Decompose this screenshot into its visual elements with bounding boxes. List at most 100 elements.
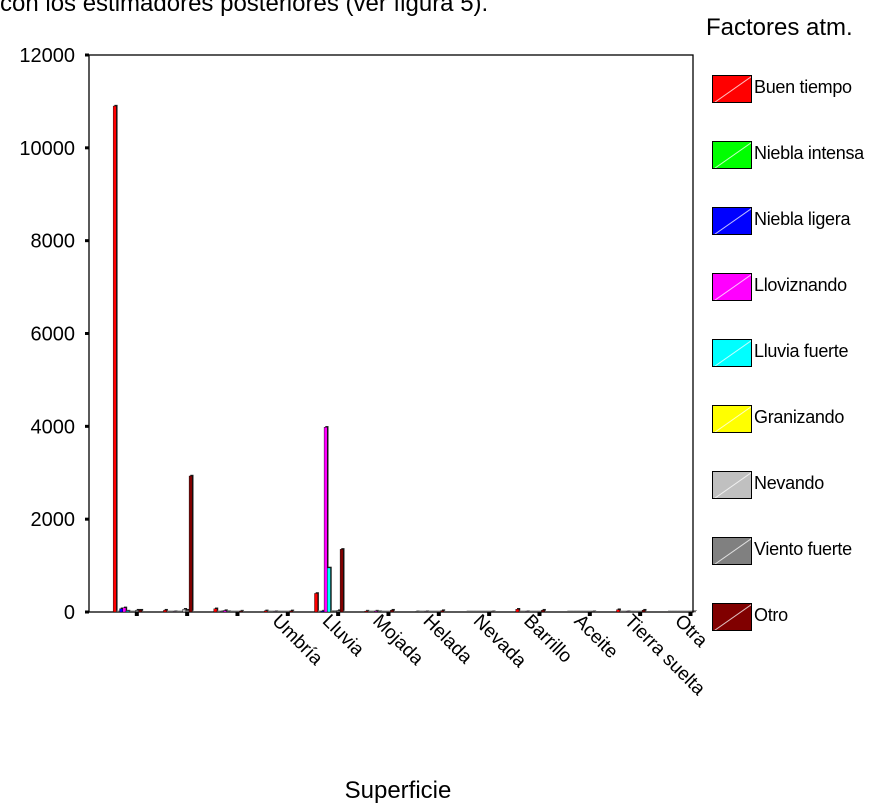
bar [339, 548, 345, 613]
legend-label: Nevando [754, 473, 824, 493]
bar-shadow [322, 609, 326, 611]
bar [364, 609, 370, 613]
legend-swatch [712, 603, 752, 631]
y-tick-label: 6000 [31, 324, 76, 346]
bar-fill [336, 610, 341, 613]
bar-shadow [139, 608, 144, 611]
legend-label: Niebla intensa [754, 143, 864, 163]
x-tick-mark [336, 612, 341, 616]
x-tick-mark [688, 612, 693, 616]
legend-label: Otro [754, 605, 788, 625]
legend-label: Lluvia fuerte [754, 341, 849, 361]
y-axis: 0 2000 4000 6000 8000 10000 12000 [19, 45, 89, 624]
legend-swatch [712, 141, 752, 169]
legend-label: Niebla ligera [754, 209, 851, 229]
bar [239, 609, 244, 613]
legend-item: Otro [712, 603, 893, 669]
bar-fill [289, 610, 294, 613]
y-tick-label: 0 [64, 602, 75, 624]
bar-fill [327, 567, 331, 613]
x-tick-mark [587, 612, 592, 616]
legend-swatch [712, 537, 752, 565]
bar-fill [323, 427, 328, 613]
y-tick-mark [85, 53, 89, 57]
bar-shadow [164, 608, 168, 611]
legend-item: Nevando [712, 471, 893, 537]
bar [591, 610, 597, 613]
bar-fill [239, 610, 243, 613]
bar-fill [263, 610, 268, 613]
legend-swatch [712, 207, 752, 235]
bar-fill [119, 608, 123, 613]
y-tick-label: 12000 [19, 45, 75, 67]
bar-shadow [127, 609, 131, 611]
bar-fill [390, 609, 394, 613]
legend-label: Lloviznando [754, 275, 847, 295]
bar-shadow [375, 609, 379, 611]
y-tick-mark [85, 517, 89, 521]
bar-shadow [136, 608, 140, 611]
bar-fill [339, 549, 344, 613]
bar-shadow [290, 609, 295, 611]
bar [163, 608, 168, 613]
x-tick-mark [436, 612, 441, 616]
y-tick-label: 4000 [31, 416, 76, 438]
x-tick-label: Otra [670, 611, 711, 652]
bar-fill [125, 610, 130, 613]
legend-item: Viento fuerte [712, 537, 893, 603]
bar-fill [182, 609, 187, 613]
bar [327, 566, 332, 613]
bar-fill [213, 608, 218, 613]
x-tick-label: Nevada [469, 611, 530, 672]
bar-shadow [643, 608, 647, 611]
bar [138, 608, 144, 613]
bar [390, 608, 395, 613]
bar-fill [122, 607, 127, 613]
bar-shadow [338, 609, 342, 611]
x-tick-label: Aceite [570, 611, 622, 663]
bar-fill [374, 610, 378, 613]
y-tick-label: 10000 [19, 138, 75, 160]
legend-item: Lluvia fuerte [712, 339, 893, 405]
legend-swatch [712, 339, 752, 367]
legend-swatch [712, 75, 752, 103]
bar [515, 608, 521, 613]
bar-shadow [542, 608, 546, 611]
bar [641, 608, 647, 613]
x-tick-mark [285, 612, 290, 616]
bar-shadow [224, 609, 228, 611]
y-tick-mark [85, 239, 89, 243]
legend-item: Niebla ligera [712, 207, 893, 273]
x-tick-mark [185, 612, 190, 616]
bar [314, 592, 319, 613]
bar-fill [440, 610, 445, 613]
legend-swatch [712, 273, 752, 301]
bar [122, 606, 128, 613]
bar-shadow [265, 609, 269, 611]
bar [188, 474, 194, 613]
bar-fill [320, 610, 325, 613]
bar-fill [112, 105, 117, 613]
bar-shadow [391, 608, 395, 611]
legend-label: Buen tiempo [754, 77, 852, 97]
bar [112, 104, 118, 613]
bar-fill [185, 609, 190, 613]
bar-fill [641, 609, 646, 613]
bar [692, 610, 697, 613]
x-tick-mark [638, 612, 643, 616]
y-tick-mark [85, 610, 89, 614]
bar-shadow [366, 609, 370, 611]
bar [289, 609, 295, 613]
bar [490, 610, 496, 613]
legend-swatch [712, 471, 752, 499]
plot-area-border [88, 54, 694, 613]
bar [323, 426, 329, 613]
bar [541, 608, 546, 613]
bar [440, 609, 446, 613]
y-tick-label: 8000 [31, 231, 76, 253]
y-tick-mark [85, 146, 89, 150]
x-tick-mark [537, 612, 542, 616]
legend-item: Granizando [712, 405, 893, 471]
legend-item: Niebla intensa [712, 141, 893, 207]
